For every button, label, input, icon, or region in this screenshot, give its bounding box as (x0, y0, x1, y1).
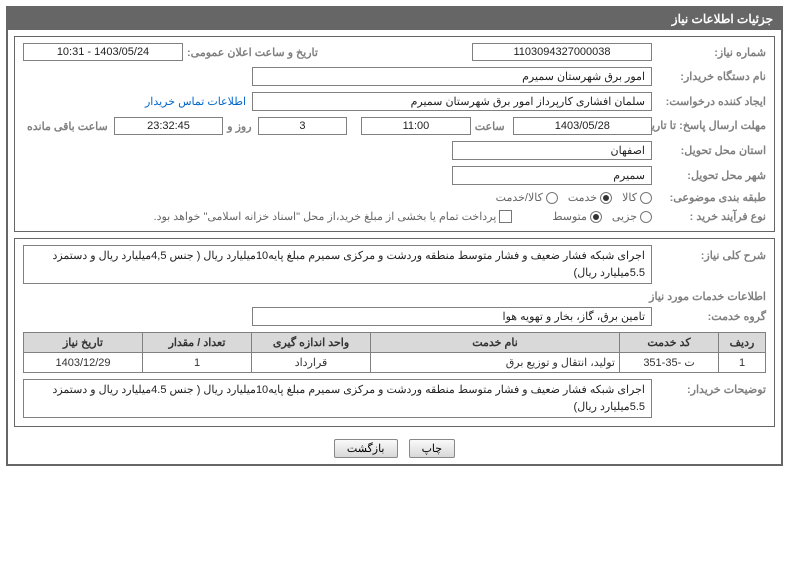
reply-date: 1403/05/28 (513, 117, 652, 135)
col-qty: تعداد / مقدار (143, 333, 252, 353)
radio-service[interactable] (600, 192, 612, 204)
back-button[interactable]: بازگشت (334, 439, 398, 458)
radio-minor-label: جزیی (612, 210, 637, 223)
buyer-note-label: توضیحات خریدار: (656, 379, 766, 396)
buyer-org: امور برق شهرستان سمیرم (252, 67, 652, 86)
cell-date: 1403/12/29 (24, 353, 143, 373)
radio-minor[interactable] (640, 211, 652, 223)
print-button[interactable]: چاپ (409, 439, 456, 458)
radio-service-label: خدمت (568, 191, 597, 204)
days-label: روز و (227, 120, 251, 133)
announce-datetime: 1403/05/24 - 10:31 (23, 43, 183, 61)
header-panel: شماره نیاز: 1103094327000038 تاریخ و ساع… (14, 36, 775, 232)
radio-medium[interactable] (590, 211, 602, 223)
buyer-org-label: نام دستگاه خریدار: (656, 70, 766, 83)
days-remaining: 3 (258, 117, 348, 135)
service-group-label: گروه خدمت: (656, 310, 766, 323)
need-no-label: شماره نیاز: (656, 46, 766, 59)
table-row: 1 ت -35-351 تولید، انتقال و توزیع برق قر… (24, 353, 766, 373)
radio-goods[interactable] (640, 192, 652, 204)
radio-both-label: کالا/خدمت (496, 191, 543, 204)
col-date: تاریخ نیاز (24, 333, 143, 353)
description-panel: شرح کلی نیاز: اجرای شبکه فشار ضعیف و فشا… (14, 238, 775, 427)
general-desc-label: شرح کلی نیاز: (656, 245, 766, 262)
col-code: کد خدمت (620, 333, 719, 353)
need-no: 1103094327000038 (472, 43, 652, 61)
buyer-contact-link[interactable]: اطلاعات تماس خریدار (145, 95, 246, 108)
proc-type-label: نوع فرآیند خرید : (656, 210, 766, 223)
city: سمیرم (452, 166, 652, 185)
col-unit: واحد اندازه گیری (252, 333, 371, 353)
asnad-checkbox[interactable] (499, 210, 512, 223)
time-remaining: 23:32:45 (114, 117, 224, 135)
province: اصفهان (452, 141, 652, 160)
province-label: استان محل تحویل: (656, 144, 766, 157)
services-table: ردیف کد خدمت نام خدمت واحد اندازه گیری ت… (23, 332, 766, 373)
cell-qty: 1 (143, 353, 252, 373)
page-title: جزئیات اطلاعات نیاز (8, 8, 781, 30)
announce-label: تاریخ و ساعت اعلان عمومی: (187, 46, 318, 59)
city-label: شهر محل تحویل: (656, 169, 766, 182)
cell-unit: قرارداد (252, 353, 371, 373)
subject-class-label: طبقه بندی موضوعی: (656, 191, 766, 204)
requester-label: ایجاد کننده درخواست: (656, 95, 766, 108)
col-row: ردیف (719, 333, 766, 353)
asnad-note: پرداخت تمام یا بخشی از مبلغ خرید،از محل … (154, 210, 497, 223)
time-label: ساعت (475, 120, 505, 133)
buyer-note: اجرای شبکه فشار ضعیف و فشار متوسط منطقه … (23, 379, 652, 418)
cell-code: ت -35-351 (620, 353, 719, 373)
radio-medium-label: متوسط (552, 210, 587, 223)
cell-row: 1 (719, 353, 766, 373)
col-name: نام خدمت (371, 333, 620, 353)
time-remaining-label: ساعت باقی مانده (27, 120, 108, 133)
radio-both[interactable] (546, 192, 558, 204)
action-bar: چاپ بازگشت (14, 433, 775, 464)
reply-deadline-label: مهلت ارسال پاسخ: تا تاریخ: (656, 119, 766, 133)
reply-time: 11:00 (361, 117, 471, 135)
services-section-title: اطلاعات خدمات مورد نیاز (23, 290, 766, 303)
radio-goods-label: کالا (622, 191, 637, 204)
requester: سلمان افشاری کارپرداز امور برق شهرستان س… (252, 92, 652, 111)
general-desc: اجرای شبکه فشار ضعیف و فشار متوسط منطقه … (23, 245, 652, 284)
service-group: تامین برق، گاز، بخار و تهویه هوا (252, 307, 652, 326)
cell-name: تولید، انتقال و توزیع برق (371, 353, 620, 373)
